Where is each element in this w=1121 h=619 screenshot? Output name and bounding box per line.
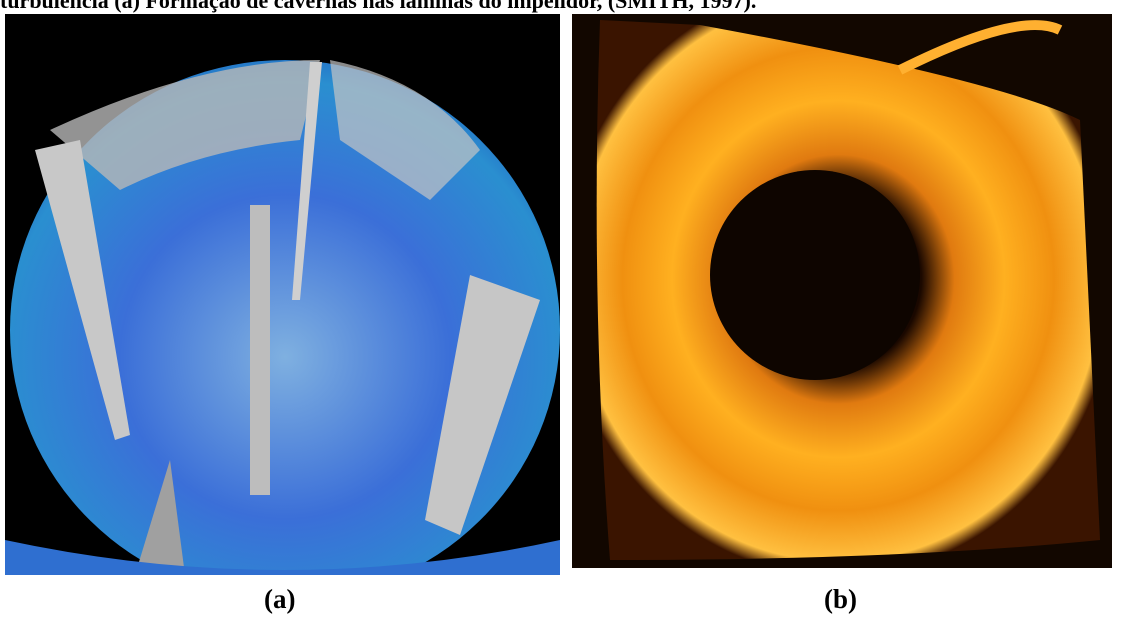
panel-a-image bbox=[5, 14, 560, 600]
figure bbox=[0, 0, 1121, 619]
panel-label: (b) bbox=[824, 584, 857, 615]
panel-label: (a) bbox=[264, 584, 295, 615]
page: turbulência (a) Formação de cavernas nas… bbox=[0, 0, 1121, 619]
panel-b-image bbox=[572, 14, 1112, 568]
